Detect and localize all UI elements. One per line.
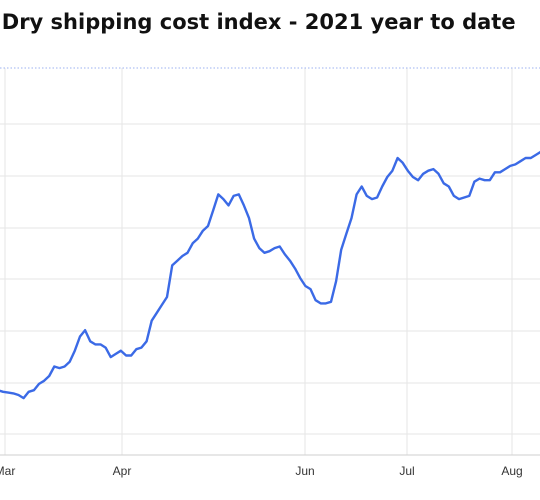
x-tick-label-aug: Aug (501, 464, 522, 478)
x-tick-label-jun: Jun (295, 464, 314, 478)
chart-title: c Dry shipping cost index - 2021 year to… (0, 10, 516, 34)
x-tick-label-jul: Jul (399, 464, 414, 478)
x-tick-label-mar: Mar (0, 464, 15, 478)
x-tick-label-apr: Apr (113, 464, 132, 478)
series-line (0, 150, 540, 400)
